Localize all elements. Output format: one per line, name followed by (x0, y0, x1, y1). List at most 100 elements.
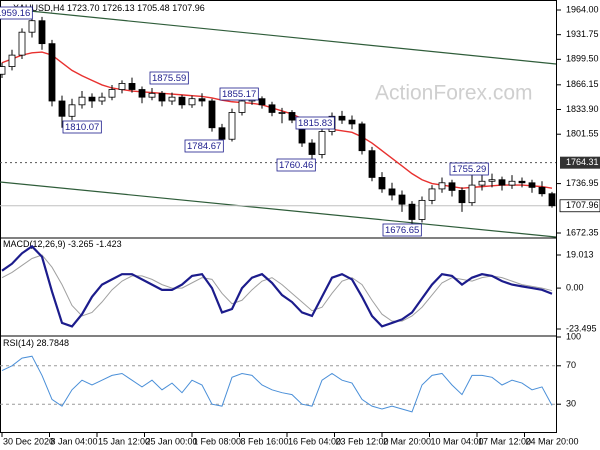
candle-body (338, 115, 346, 121)
candle-body (468, 184, 476, 204)
candle-body (68, 104, 76, 117)
candle-body (438, 182, 446, 190)
annotation-box (219, 87, 259, 101)
candle-body (268, 104, 276, 113)
annotation-box (0, 6, 33, 20)
candle-body (28, 20, 36, 33)
candle-body (278, 112, 286, 114)
plot-frame (0, 0, 557, 433)
candle-body (148, 92, 156, 98)
candle-body (538, 186, 546, 195)
candle-body (168, 96, 176, 102)
x-tick-label: 8 Jan 04:00 (51, 436, 98, 446)
rsi-header: RSI(14) 28.7848 (3, 338, 69, 348)
candle-body (88, 96, 96, 102)
x-tick-label: 17 Mar 12:00 (478, 436, 531, 446)
candle-body (368, 150, 376, 178)
annotation-box (449, 162, 489, 176)
watermark: ActionForex.com (375, 82, 533, 105)
y-tick-label: 1899.50 (566, 54, 599, 64)
candle-body (498, 179, 506, 186)
last-price-label: 1707.96 (566, 200, 599, 210)
annotation-box (295, 116, 335, 130)
x-tick-label: 16 Feb 04:00 (288, 436, 341, 446)
y-tick-label: 1736.95 (566, 178, 599, 188)
annotation-box (62, 120, 102, 134)
x-tick-label: 15 Jan 12:00 (98, 436, 150, 446)
candle-body (398, 194, 406, 205)
macd-value: -3.265 (68, 239, 94, 249)
close-value: 1707.96 (172, 3, 205, 13)
candle-body (518, 180, 526, 184)
candle-body (388, 188, 396, 196)
candle-body (548, 193, 556, 207)
channel-line (0, 181, 557, 238)
candle-body (528, 182, 536, 188)
x-tick-label: 25 Jan 00:00 (146, 436, 198, 446)
annotation-box (276, 158, 316, 172)
candle-body (118, 83, 126, 90)
high-value: 1726.13 (102, 3, 135, 13)
candle-body (158, 92, 166, 102)
x-tick-label: 1 Feb 08:00 (193, 436, 241, 446)
y-tick-label: 30 (566, 399, 576, 409)
candle-body (308, 142, 316, 155)
x-tick-label: 2 Mar 20:00 (383, 436, 431, 446)
candle-body (218, 127, 226, 140)
annotation-label: 1875.59 (152, 73, 186, 84)
annotation-box (184, 139, 224, 153)
y-tick-label: 19.013 (566, 249, 594, 259)
annotation-label: 1810.07 (65, 122, 99, 133)
candle-body (0, 66, 6, 75)
annotation-label: 1784.67 (187, 141, 221, 152)
candle-body (8, 54, 16, 67)
candle-body (138, 89, 146, 98)
y-tick-label: 1801.55 (566, 129, 599, 139)
candle-body (448, 182, 456, 191)
candle-body (288, 112, 296, 121)
candle-body (178, 96, 186, 106)
x-tick-label: 10 Mar 04:00 (431, 436, 484, 446)
y-tick-label: 1931.75 (566, 29, 599, 39)
indicator-name: RSI(14) (3, 338, 34, 348)
hline-price-label: 1764.31 (566, 157, 599, 167)
candle-body (128, 83, 136, 90)
candle-body (478, 180, 486, 186)
chart-header: XAUUSD,H4 1723.70 1726.13 1705.48 1707.9… (13, 3, 205, 13)
annotation-label: 1959.16 (0, 8, 30, 19)
annotation-box (149, 71, 189, 85)
x-tick-label: 8 Feb 16:00 (241, 436, 289, 446)
last-price-box (559, 199, 600, 213)
x-tick-label: 30 Dec 2020 (3, 436, 54, 446)
candle-body (318, 131, 326, 155)
y-tick-label: 1833.90 (566, 104, 599, 114)
annotation-label: 1676.65 (385, 225, 419, 236)
candle-body (258, 98, 266, 106)
indicator-name: MACD(12,26,9) (3, 239, 66, 249)
candle-body (48, 43, 56, 102)
indicator-line (1, 244, 553, 328)
annotation-box (382, 223, 422, 237)
annotation-label: 1855.17 (222, 89, 256, 100)
y-tick-label: 1672.35 (566, 227, 599, 237)
candle-body (428, 188, 436, 201)
x-tick-label: 23 Feb 12:00 (336, 436, 389, 446)
y-tick-label: 70 (566, 360, 576, 370)
y-tick-label: 1964.00 (566, 4, 599, 14)
hline-price-box (560, 156, 600, 169)
candle-body (18, 31, 26, 56)
y-tick-label: 1866.15 (566, 79, 599, 89)
moving-average (1, 51, 553, 189)
candle-body (208, 100, 216, 129)
signal-value: -1.423 (96, 239, 122, 249)
candle-body (38, 20, 46, 45)
candle-body (188, 98, 196, 106)
open-value: 1723.70 (67, 3, 100, 13)
candle-body (58, 100, 66, 117)
x-tick-label: 24 Mar 20:00 (526, 436, 579, 446)
candle-body (488, 179, 496, 182)
rsi-value: 28.7848 (37, 338, 70, 348)
candle-body (378, 177, 386, 190)
